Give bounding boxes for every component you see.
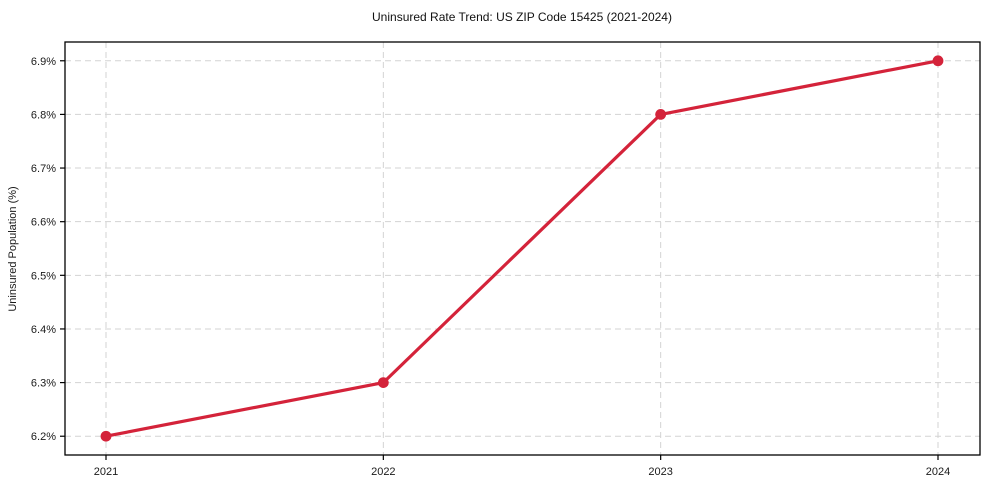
y-tick-label: 6.7%: [31, 163, 56, 175]
y-tick-label: 6.6%: [31, 217, 56, 229]
x-tick-label: 2021: [94, 466, 118, 478]
y-axis-label: Uninsured Population (%): [7, 186, 19, 311]
x-tick-label: 2022: [371, 466, 395, 478]
data-point-marker: [100, 430, 112, 442]
y-tick-label: 6.2%: [31, 431, 56, 443]
plot-area: 6.2% 6.3% 6.4% 6.5% 6.6% 6.7% 6.8% 6.9% 2021 2022…: [31, 41, 981, 478]
y-tick-label: 6.5%: [31, 270, 56, 282]
x-tick-label: 2023: [648, 466, 672, 478]
data-point-marker: [932, 55, 944, 67]
y-tick-label: 6.3%: [31, 378, 56, 390]
plot-border: [64, 41, 981, 456]
trend-line: [104, 59, 940, 438]
x-tick-label: 2024: [926, 466, 950, 478]
y-tick-label: 6.4%: [31, 324, 56, 336]
data-point-marker: [655, 109, 667, 120]
data-point-marker: [377, 377, 389, 388]
y-tick-label: 6.8%: [31, 109, 56, 121]
chart-title: Uninsured Rate Trend: US ZIP Code 15425 …: [372, 10, 672, 24]
y-tick-label: 6.9%: [31, 56, 56, 68]
